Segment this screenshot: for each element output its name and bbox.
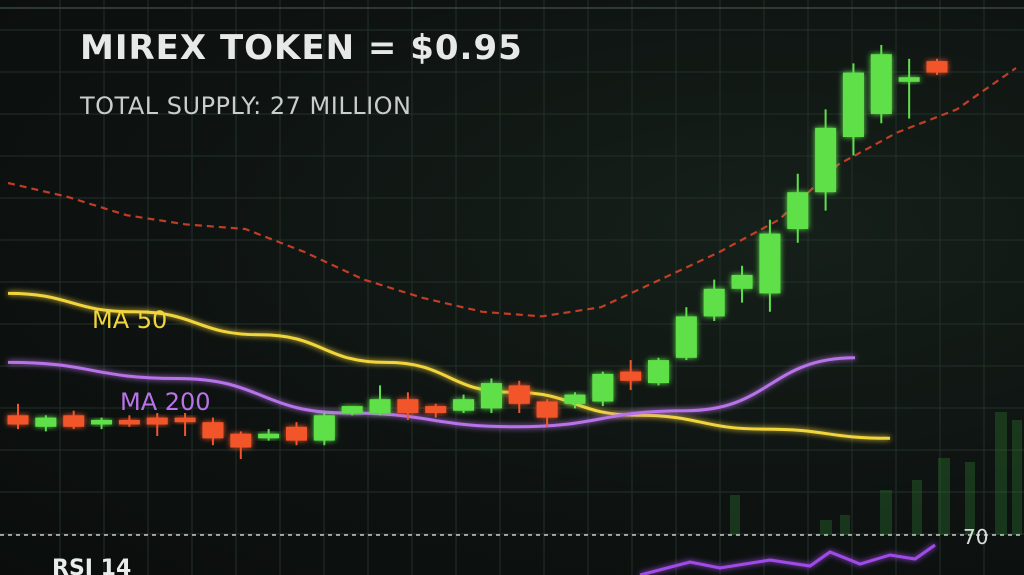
ma200-line — [7, 356, 856, 429]
band-dashed-line — [7, 67, 1017, 318]
candle-up — [675, 316, 697, 358]
rsi-line — [639, 543, 936, 575]
candle-up — [258, 433, 280, 439]
candle-down — [926, 61, 948, 73]
candle-up — [91, 419, 113, 425]
volume-bar — [840, 515, 850, 535]
chart-subtitle: TOTAL SUPPLY: 27 MILLION — [80, 92, 412, 120]
ma50-line — [7, 291, 891, 440]
candle-up — [313, 415, 335, 441]
candle-down — [118, 419, 140, 425]
candle-down — [508, 385, 530, 404]
volume-bar — [965, 462, 975, 535]
ma50-label: MA 50 — [92, 306, 168, 334]
candle-down — [536, 401, 558, 418]
candle-up — [731, 275, 753, 289]
candle-down — [397, 399, 419, 413]
candle-up — [842, 72, 864, 137]
candle-up — [480, 383, 502, 409]
ma200-label: MA 200 — [120, 388, 211, 416]
candle-up — [369, 399, 391, 413]
volume-bar — [1012, 420, 1022, 535]
candle-down — [285, 426, 307, 441]
candle-up — [564, 394, 586, 404]
chart-title: MIREX TOKEN = $0.95 — [80, 28, 523, 68]
candle-up — [787, 192, 809, 229]
candle-up — [648, 360, 670, 384]
candle-up — [703, 288, 725, 317]
candle-up — [870, 54, 892, 114]
candle-up — [453, 399, 475, 411]
volume-bar — [820, 520, 832, 535]
candle-up — [759, 233, 781, 294]
volume-bar — [938, 458, 950, 535]
candle-down — [425, 406, 447, 413]
volume-bar — [912, 480, 922, 535]
rsi-label: RSI 14 — [52, 556, 132, 575]
candle-up — [898, 77, 920, 82]
candle-up — [815, 127, 837, 193]
candle-up — [341, 406, 363, 413]
rsi-level-label: 70 — [963, 525, 989, 549]
volume-bar — [730, 495, 740, 535]
candle-down — [63, 415, 85, 427]
candle-down — [174, 417, 196, 423]
candle-down — [146, 417, 168, 425]
candle-down — [202, 422, 224, 439]
candle-up — [592, 373, 614, 402]
candle-down — [230, 433, 252, 448]
volume-bar — [880, 490, 892, 535]
candle-down — [620, 371, 642, 381]
volume-bar — [995, 412, 1007, 535]
candle-up — [35, 417, 57, 427]
candle-down — [7, 415, 29, 425]
